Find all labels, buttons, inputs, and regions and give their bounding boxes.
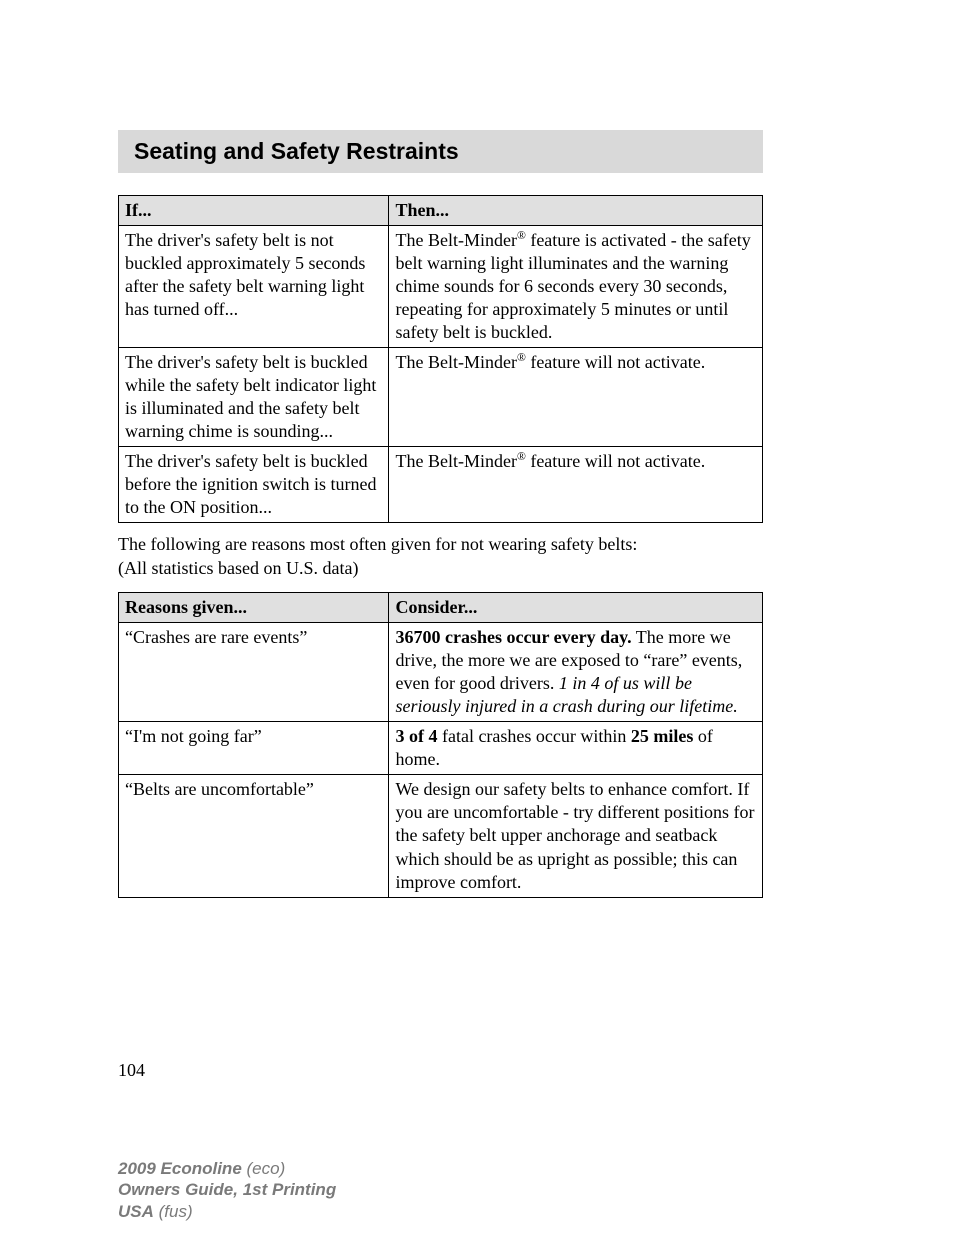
- cell-then: The Belt-Minder® feature will not activa…: [389, 348, 763, 447]
- cell-consider: 3 of 4 fatal crashes occur within 25 mil…: [389, 722, 763, 775]
- section-title: Seating and Safety Restraints: [134, 138, 747, 165]
- col-reasons: Reasons given...: [119, 593, 389, 623]
- footer: 2009 Econoline (eco) Owners Guide, 1st P…: [118, 1158, 336, 1222]
- table-header-row: If... Then...: [119, 196, 763, 226]
- reasons-table: Reasons given... Consider... “Crashes ar…: [118, 592, 763, 897]
- footer-line-2: Owners Guide, 1st Printing: [118, 1179, 336, 1200]
- col-then: Then...: [389, 196, 763, 226]
- table-row: “Belts are uncomfortable” We design our …: [119, 775, 763, 897]
- page-number: 104: [118, 1060, 145, 1081]
- then-pre: The Belt-Minder: [395, 230, 516, 250]
- table-row: “Crashes are rare events” 36700 crashes …: [119, 623, 763, 722]
- intertext-line2: (All statistics based on U.S. data): [118, 558, 358, 578]
- col-consider: Consider...: [389, 593, 763, 623]
- then-post: feature will not activate.: [526, 451, 705, 471]
- table-row: The driver's safety belt is buckled whil…: [119, 348, 763, 447]
- table-row: The driver's safety belt is not buckled …: [119, 226, 763, 348]
- intertext: The following are reasons most often giv…: [118, 533, 763, 580]
- cell-if: The driver's safety belt is buckled befo…: [119, 447, 389, 523]
- table-row: The driver's safety belt is buckled befo…: [119, 447, 763, 523]
- cell-if: The driver's safety belt is buckled whil…: [119, 348, 389, 447]
- cell-if: The driver's safety belt is not buckled …: [119, 226, 389, 348]
- cell-then: The Belt-Minder® feature will not activa…: [389, 447, 763, 523]
- cell-reason: “Crashes are rare events”: [119, 623, 389, 722]
- consider-bold: 36700 crashes occur every day.: [395, 627, 631, 647]
- footer-line-3: USA (fus): [118, 1201, 336, 1222]
- reg-mark: ®: [517, 229, 526, 242]
- footer-region: USA: [118, 1202, 154, 1221]
- section-header-bar: Seating and Safety Restraints: [118, 130, 763, 173]
- then-pre: The Belt-Minder: [395, 451, 516, 471]
- cell-reason: “I'm not going far”: [119, 722, 389, 775]
- cell-reason: “Belts are uncomfortable”: [119, 775, 389, 897]
- table-row: “I'm not going far” 3 of 4 fatal crashes…: [119, 722, 763, 775]
- footer-guide: Owners Guide, 1st Printing: [118, 1180, 336, 1199]
- table-header-row: Reasons given... Consider...: [119, 593, 763, 623]
- if-then-table: If... Then... The driver's safety belt i…: [118, 195, 763, 523]
- cell-consider: 36700 crashes occur every day. The more …: [389, 623, 763, 722]
- footer-line-1: 2009 Econoline (eco): [118, 1158, 336, 1179]
- consider-bold: 3 of 4: [395, 726, 437, 746]
- cell-then: The Belt-Minder® feature is activated - …: [389, 226, 763, 348]
- intertext-line1: The following are reasons most often giv…: [118, 534, 637, 554]
- then-post: feature will not activate.: [526, 352, 705, 372]
- cell-consider: We design our safety belts to enhance co…: [389, 775, 763, 897]
- consider-bold2: 25 miles: [631, 726, 694, 746]
- then-pre: The Belt-Minder: [395, 352, 516, 372]
- col-if: If...: [119, 196, 389, 226]
- footer-region-code: (fus): [154, 1202, 193, 1221]
- footer-model: 2009 Econoline: [118, 1159, 242, 1178]
- reg-mark: ®: [517, 351, 526, 364]
- footer-model-code: (eco): [242, 1159, 285, 1178]
- consider-text: fatal crashes occur within: [437, 726, 630, 746]
- page-content: Seating and Safety Restraints If... Then…: [118, 130, 763, 908]
- reg-mark: ®: [517, 450, 526, 463]
